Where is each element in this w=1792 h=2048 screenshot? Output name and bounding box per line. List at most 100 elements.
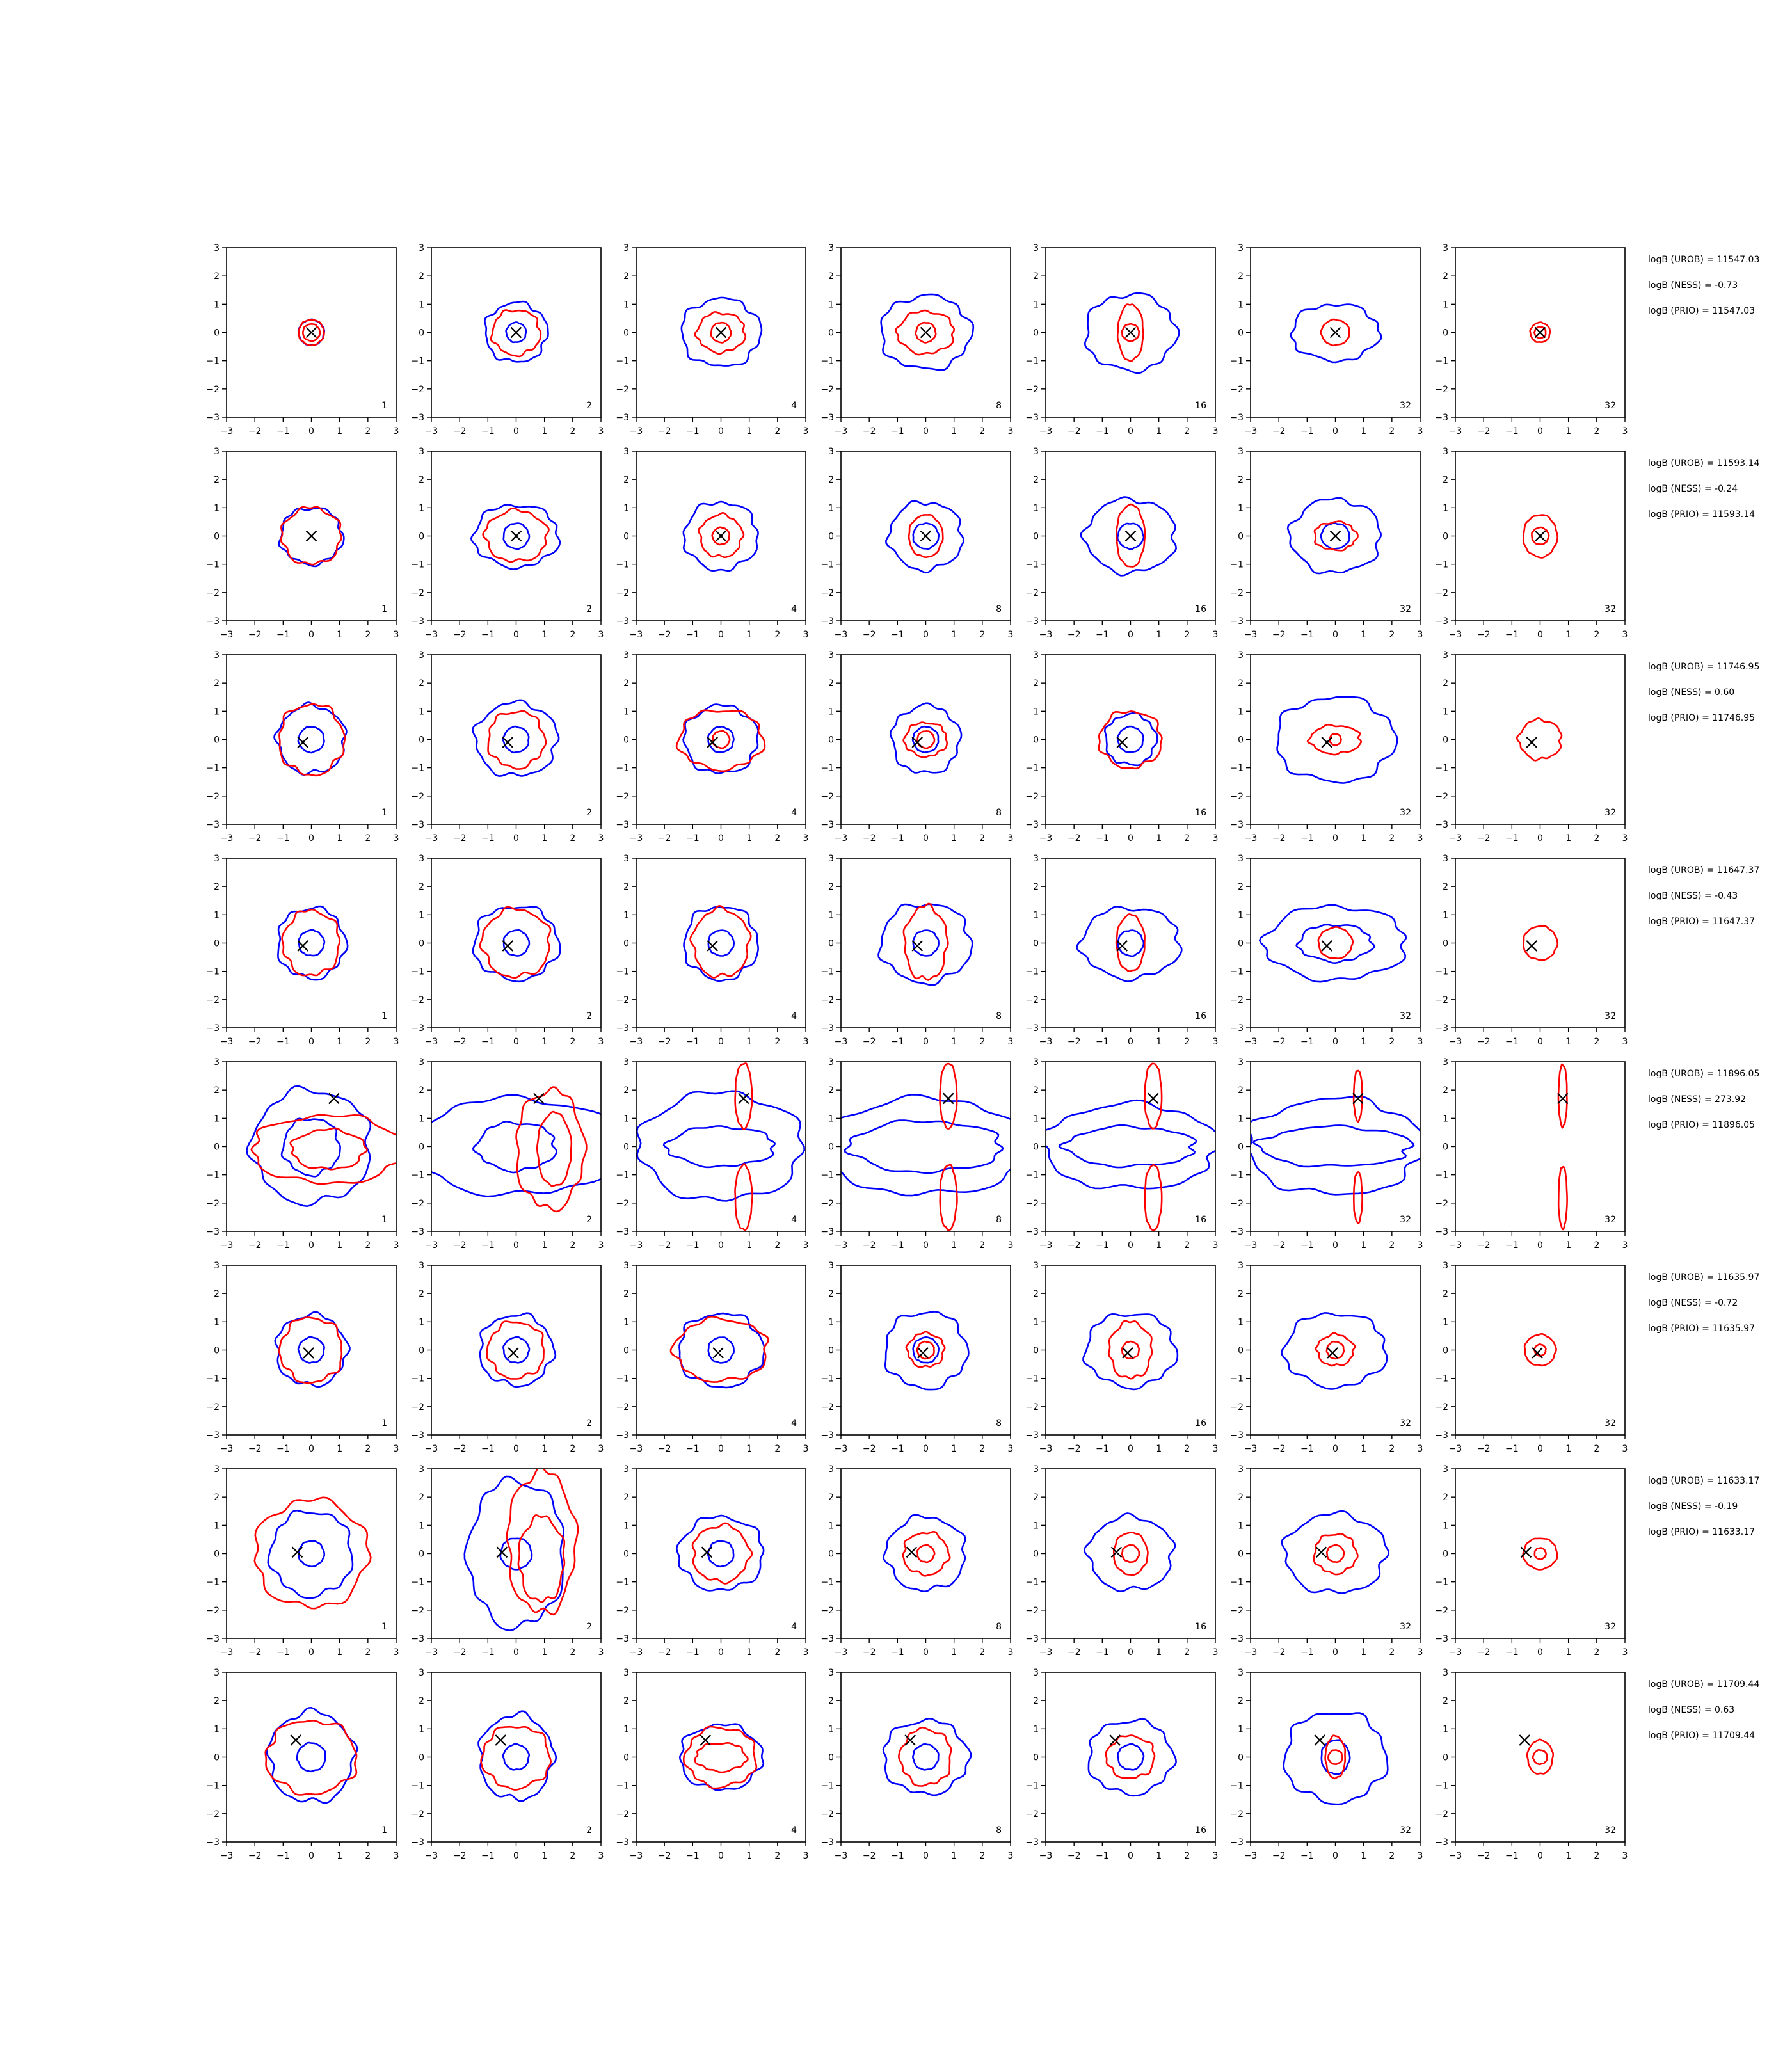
- y-tick-label: 3: [828, 1057, 834, 1068]
- y-tick-label: 2: [1033, 1085, 1039, 1096]
- plot-area: [470, 504, 561, 570]
- axes-frame: [840, 1061, 1011, 1232]
- stat-text: logB (PRIO) = 11746.95: [1648, 713, 1755, 723]
- stat-text: logB (PRIO) = 11593.14: [1648, 509, 1755, 520]
- x-tick-label: 3: [1008, 1647, 1014, 1658]
- panel-r3-c5: −3−3 −2 −2 −1 −1 0 0 1 1 2 2 3 3 16: [1025, 650, 1218, 844]
- red-contour: [298, 319, 325, 346]
- plot-area: [274, 1311, 351, 1388]
- blue-contour: [1116, 725, 1144, 753]
- panel-label: 16: [1195, 401, 1206, 411]
- red-contour: [1557, 1063, 1568, 1129]
- plot-area: [431, 1086, 601, 1213]
- y-tick-label: −1: [1230, 560, 1244, 570]
- marker-x: [1519, 1734, 1530, 1746]
- red-contour: [939, 1164, 958, 1231]
- plot-area: [1557, 1063, 1569, 1231]
- red-contour: [939, 1062, 958, 1130]
- y-tick-label: −3: [1435, 820, 1448, 830]
- x-tick-label: 1: [746, 833, 752, 844]
- red-contour: [711, 526, 731, 546]
- red-contour: [1313, 1533, 1359, 1576]
- y-tick-label: 0: [214, 939, 220, 949]
- x-tick-label: 0: [1128, 1037, 1133, 1047]
- axes-frame: [226, 1468, 397, 1639]
- y-tick-label: −1: [411, 1374, 424, 1384]
- y-tick-label: −3: [1025, 413, 1039, 423]
- y-tick-label: 3: [1238, 447, 1244, 457]
- x-tick-label: 2: [1389, 1240, 1395, 1251]
- blue-contour: [296, 1741, 326, 1773]
- y-tick-label: −3: [206, 1837, 220, 1848]
- x-tick-label: −3: [425, 1851, 438, 1861]
- x-tick-label: 3: [394, 1851, 399, 1861]
- blue-contour: [707, 929, 735, 957]
- x-tick-label: 2: [1594, 1037, 1599, 1047]
- red-contour: [1320, 318, 1350, 347]
- panel-label: 4: [791, 1418, 797, 1428]
- y-tick-label: −3: [411, 1837, 424, 1848]
- x-tick-label: −3: [220, 630, 234, 640]
- x-tick-label: −1: [1300, 630, 1314, 640]
- x-tick-label: 1: [1361, 1851, 1366, 1861]
- x-tick-label: 1: [1156, 833, 1162, 844]
- x-tick-label: 0: [1537, 1851, 1543, 1861]
- x-tick-label: −1: [686, 1037, 700, 1047]
- blue-contour: [1295, 924, 1375, 964]
- axes-frame: [1250, 654, 1421, 825]
- y-tick-label: −1: [206, 967, 220, 977]
- marker-x: [1116, 737, 1128, 748]
- panel-label: 8: [996, 1215, 1002, 1225]
- panel-label: 32: [1604, 1825, 1616, 1836]
- y-tick-label: −1: [1230, 1578, 1244, 1588]
- marker-x: [297, 737, 309, 748]
- blue-contour: [502, 929, 531, 957]
- x-tick-label: 3: [1213, 833, 1219, 844]
- x-tick-label: 0: [923, 1851, 929, 1861]
- x-tick-label: −1: [891, 630, 904, 640]
- plot-area: [1520, 1537, 1558, 1571]
- red-contour: [1144, 1164, 1163, 1231]
- stat-text: logB (NESS) = 0.60: [1648, 687, 1734, 698]
- y-tick-label: −2: [206, 385, 220, 395]
- y-tick-label: 3: [1238, 1464, 1244, 1475]
- y-tick-label: 1: [1443, 503, 1448, 513]
- blue-contour: [1290, 303, 1382, 364]
- red-contour: [1112, 1531, 1149, 1576]
- blue-contour: [911, 725, 940, 753]
- plot-area: [1522, 514, 1558, 559]
- x-tick-label: 2: [1184, 1240, 1190, 1251]
- stat-text: logB (UROB) = 11635.97: [1648, 1272, 1759, 1283]
- red-contour: [1523, 925, 1559, 961]
- y-tick-label: −2: [411, 792, 424, 802]
- blue-contour: [683, 906, 760, 982]
- x-tick-label: 1: [746, 426, 752, 436]
- y-tick-label: −3: [1435, 616, 1448, 627]
- y-tick-label: 0: [1033, 328, 1039, 339]
- y-tick-label: 2: [1238, 271, 1244, 282]
- red-contour: [905, 1331, 946, 1368]
- x-tick-label: 2: [570, 1647, 575, 1658]
- y-tick-label: −3: [1435, 1837, 1448, 1848]
- x-tick-label: −1: [891, 1647, 904, 1658]
- y-tick-label: 2: [1443, 1696, 1448, 1706]
- y-tick-label: 3: [1443, 1464, 1448, 1475]
- plot-area: [472, 699, 560, 778]
- y-tick-label: 0: [214, 1142, 220, 1153]
- blue-contour: [431, 1094, 601, 1197]
- y-tick-label: 3: [1033, 854, 1039, 864]
- marker-x: [502, 940, 514, 952]
- x-tick-label: 0: [718, 1647, 724, 1658]
- red-contour: [1121, 323, 1140, 342]
- axes-frame: [1455, 858, 1626, 1028]
- x-tick-label: −2: [453, 1037, 467, 1047]
- stat-text: logB (NESS) = -0.72: [1648, 1298, 1738, 1308]
- blue-contour: [477, 1710, 557, 1802]
- x-tick-label: −1: [1096, 1444, 1109, 1454]
- marker-x: [911, 940, 924, 952]
- x-tick-label: 2: [1184, 426, 1190, 436]
- x-tick-label: 3: [598, 1647, 604, 1658]
- blue-contour: [707, 725, 735, 753]
- y-tick-label: 0: [623, 1753, 629, 1763]
- y-tick-label: −1: [206, 1171, 220, 1181]
